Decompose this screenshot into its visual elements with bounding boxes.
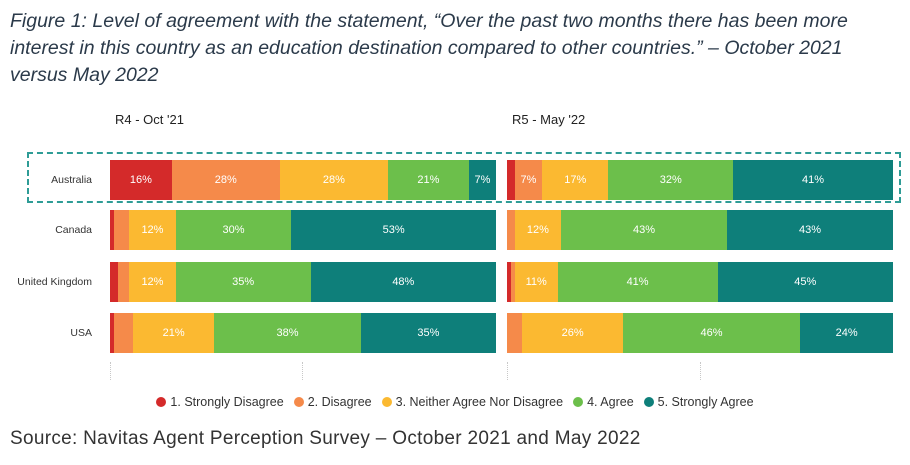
figure-title: Figure 1: Level of agreement with the st… xyxy=(10,10,848,86)
source-note: Source: Navitas Agent Perception Survey … xyxy=(10,428,641,449)
bar-segment: 43% xyxy=(727,210,893,250)
gridline-mid-left xyxy=(302,362,303,380)
legend-label: 4. Agree xyxy=(587,395,634,409)
bar-segment: 12% xyxy=(129,262,176,302)
bar-segment xyxy=(110,313,114,353)
bar-segment xyxy=(507,160,515,200)
bar-row-r5-australia: 7% 17% 32% 41% xyxy=(507,160,893,200)
gridline-left xyxy=(110,362,111,380)
legend-item: 5. Strongly Agree xyxy=(643,395,754,409)
bar-segment xyxy=(510,262,515,302)
bar-segment: 21% xyxy=(387,160,469,200)
bar-row-r5-usa: 26% 46% 24% xyxy=(507,313,893,353)
bar-row-r4-united-kingdom: 12% 35% 48% xyxy=(110,262,496,302)
bar-segment xyxy=(117,262,130,302)
bar-segment xyxy=(113,210,130,250)
bar-segment xyxy=(113,313,134,353)
bar-segment: 53% xyxy=(291,210,496,250)
gridline-mid-right xyxy=(507,362,508,380)
bar-segment: 7% xyxy=(468,160,496,200)
legend-dot-icon xyxy=(643,397,654,407)
bar-row-r4-usa: 21% 38% 35% xyxy=(110,313,496,353)
bar-segment: 41% xyxy=(557,262,718,302)
legend-dot-icon xyxy=(156,397,167,407)
category-label-canada: Canada xyxy=(55,224,92,236)
bar-segment: 28% xyxy=(171,160,280,200)
gridline-right xyxy=(700,362,701,380)
bar-segment: 32% xyxy=(608,160,734,200)
legend-label: 5. Strongly Agree xyxy=(657,395,754,409)
category-label-usa: USA xyxy=(70,327,92,339)
bar-segment: 30% xyxy=(175,210,292,250)
legend-label: 3. Neither Agree Nor Disagree xyxy=(395,395,564,409)
legend-item: 2. Disagree xyxy=(293,395,372,409)
bar-segment: 7% xyxy=(514,160,543,200)
bar-segment: 43% xyxy=(561,210,727,250)
bar-segment: 16% xyxy=(110,160,172,200)
bar-segment: 35% xyxy=(175,262,311,302)
bar-segment: 24% xyxy=(800,313,893,353)
bar-segment: 12% xyxy=(129,210,176,250)
bar-segment: 12% xyxy=(514,210,562,250)
bar-segment: 45% xyxy=(717,262,893,302)
bar-segment xyxy=(110,210,114,250)
legend-dot-icon xyxy=(381,397,392,407)
legend-label: 2. Disagree xyxy=(307,395,372,409)
bar-segment: 21% xyxy=(133,313,215,353)
legend-item: 4. Agree xyxy=(573,395,634,409)
bar-segment: 17% xyxy=(542,160,609,200)
panel-title-r4: R4 - Oct '21 xyxy=(115,112,184,127)
bar-segment: 46% xyxy=(622,313,801,353)
bar-segment xyxy=(507,262,511,302)
legend-dot-icon xyxy=(293,397,304,407)
bar-segment: 26% xyxy=(522,313,623,353)
chart-legend: 1. Strongly Disagree 2. Disagree 3. Neithe… xyxy=(0,395,910,409)
legend-label: 1. Strongly Disagree xyxy=(170,395,284,409)
legend-dot-icon xyxy=(573,397,584,407)
bar-segment: 38% xyxy=(214,313,361,353)
category-label-united-kingdom: United Kingdom xyxy=(17,276,92,288)
australia-highlight-box xyxy=(27,152,901,203)
bar-segment: 48% xyxy=(310,262,496,302)
category-label-australia: Australia xyxy=(51,174,92,186)
bar-segment: 28% xyxy=(279,160,388,200)
bar-row-r5-canada: 12% 43% 43% xyxy=(507,210,893,250)
bar-segment xyxy=(507,313,523,353)
bar-segment: 11% xyxy=(514,262,558,302)
bar-segment xyxy=(110,262,118,302)
bar-row-r4-canada: 12% 30% 53% xyxy=(110,210,496,250)
bar-segment: 35% xyxy=(360,313,496,353)
bar-row-r4-australia: 16% 28% 28% 21% 7% xyxy=(110,160,496,200)
panel-title-r5: R5 - May '22 xyxy=(512,112,586,127)
bar-segment xyxy=(507,210,515,250)
legend-item: 1. Strongly Disagree xyxy=(156,395,284,409)
bar-row-r5-united-kingdom: 11% 41% 45% xyxy=(507,262,893,302)
legend-item: 3. Neither Agree Nor Disagree xyxy=(381,395,564,409)
bar-segment: 41% xyxy=(733,160,893,200)
